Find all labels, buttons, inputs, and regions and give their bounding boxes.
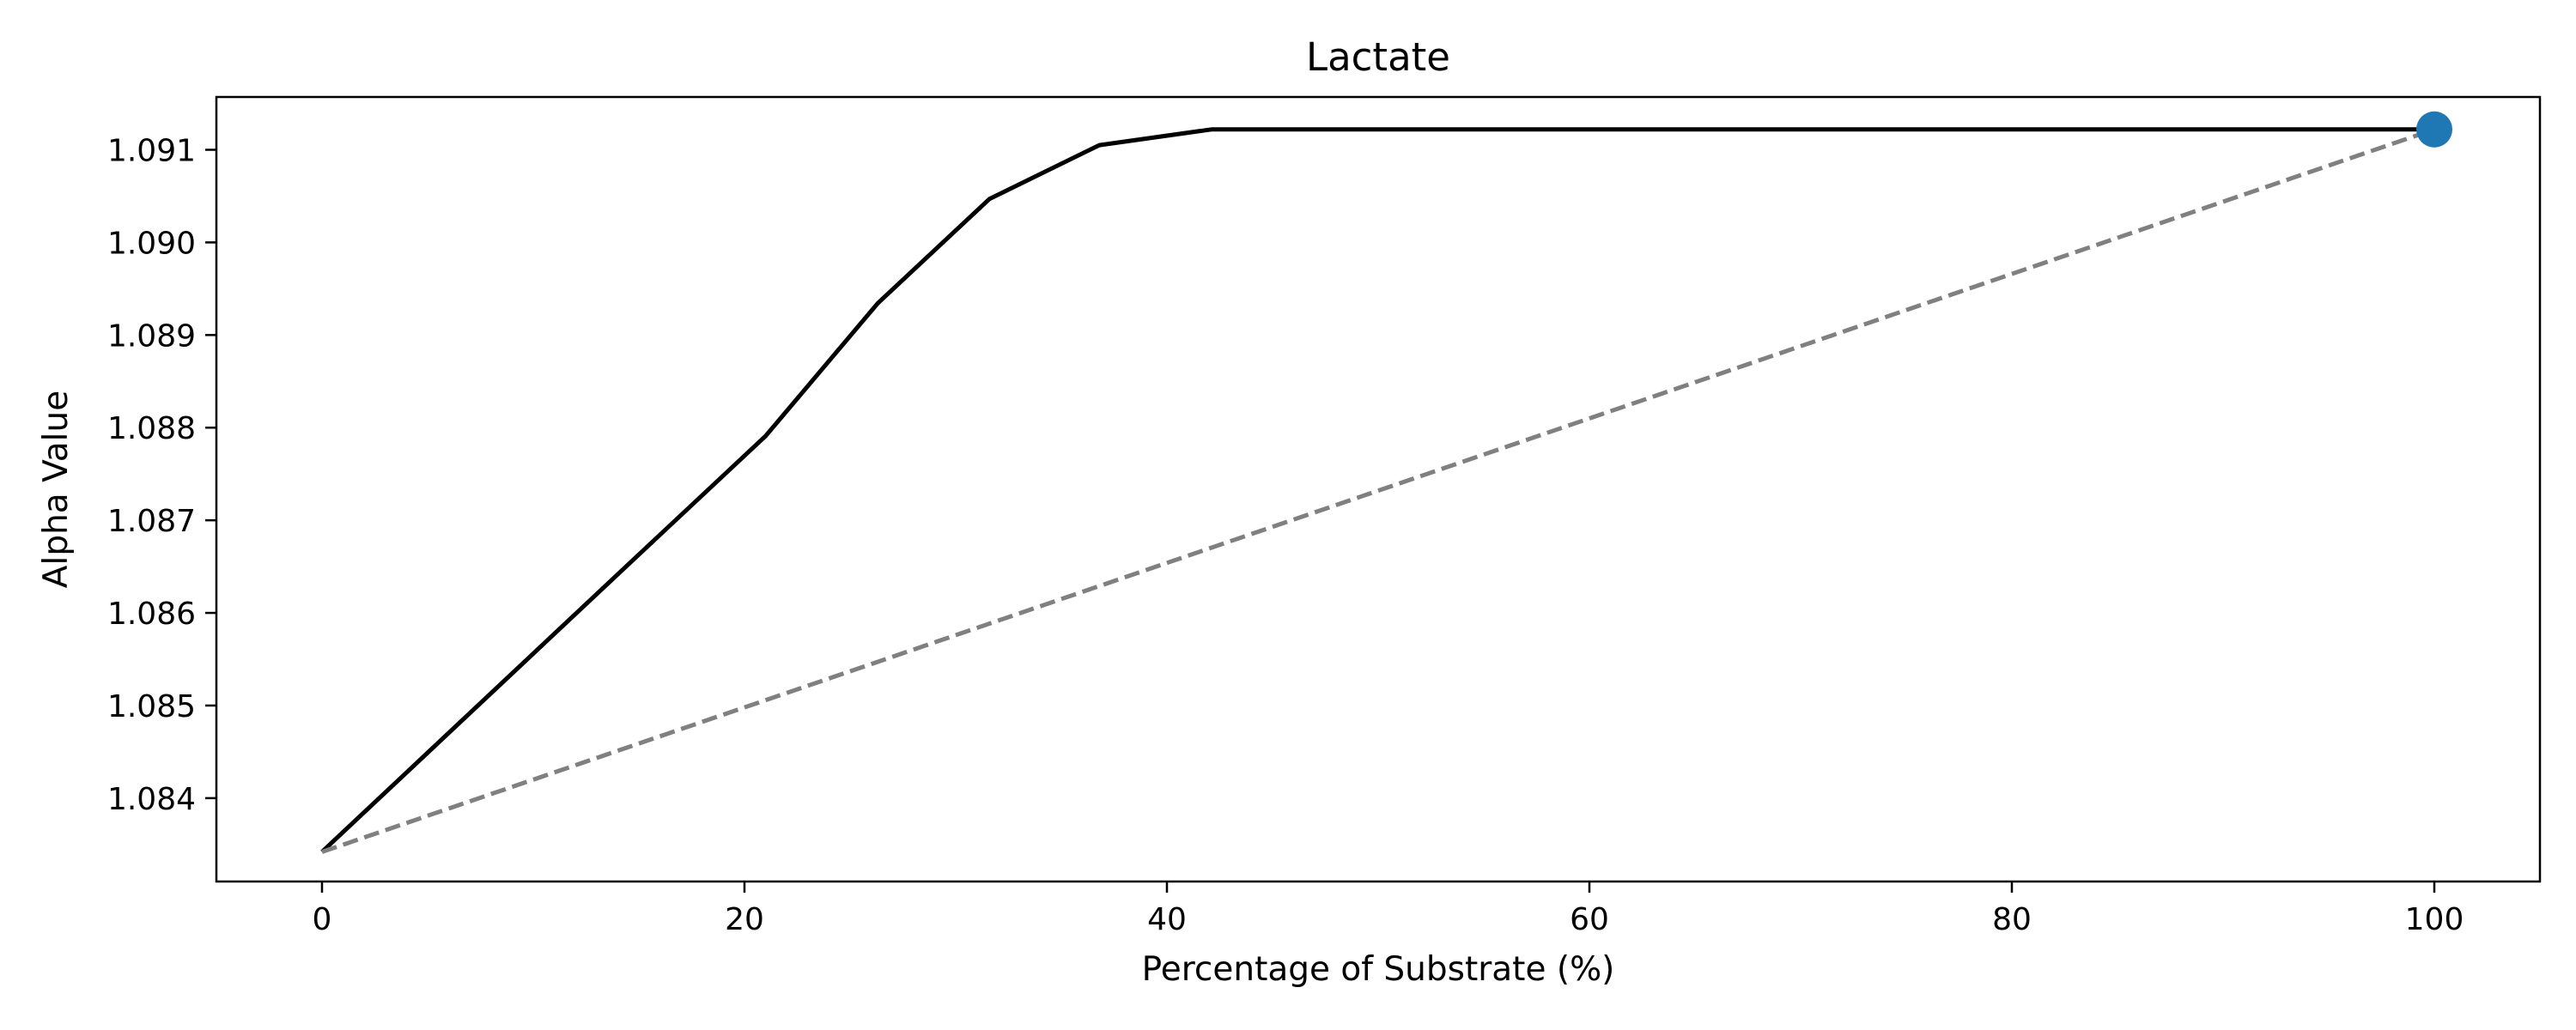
axes-frame (215, 95, 2542, 883)
y-tick-label: 1.087 (107, 504, 196, 539)
y-tick-label: 1.089 (107, 318, 196, 354)
y-axis-label: Alpha Value (37, 391, 76, 588)
x-tick-label: 20 (725, 902, 764, 937)
x-tick-label: 100 (2405, 902, 2464, 937)
solid-series-line (320, 127, 2434, 854)
marker-point (2416, 111, 2452, 148)
y-tick-label: 1.085 (107, 689, 196, 724)
y-tick-label: 1.088 (107, 411, 196, 446)
x-tick-label: 0 (313, 902, 332, 937)
dashed-reference-line (321, 127, 2435, 854)
x-tick-label: 80 (1992, 902, 2032, 937)
y-tick-label: 1.091 (107, 134, 196, 169)
y-tick-label: 1.090 (107, 226, 196, 261)
x-tick-label: 60 (1570, 902, 1609, 937)
x-axis-label: Percentage of Substrate (%) (1142, 950, 1615, 989)
x-tick-label: 40 (1147, 902, 1187, 937)
chart-title: Lactate (1306, 34, 1450, 80)
y-tick-label: 1.084 (107, 782, 196, 817)
axis-ticks: 0 20 40 60 80 100 1.084 1.085 1.086 1.087 1.088 1.0… (107, 134, 2464, 937)
y-tick-label: 1.086 (107, 597, 196, 632)
plot-area (320, 111, 2452, 854)
